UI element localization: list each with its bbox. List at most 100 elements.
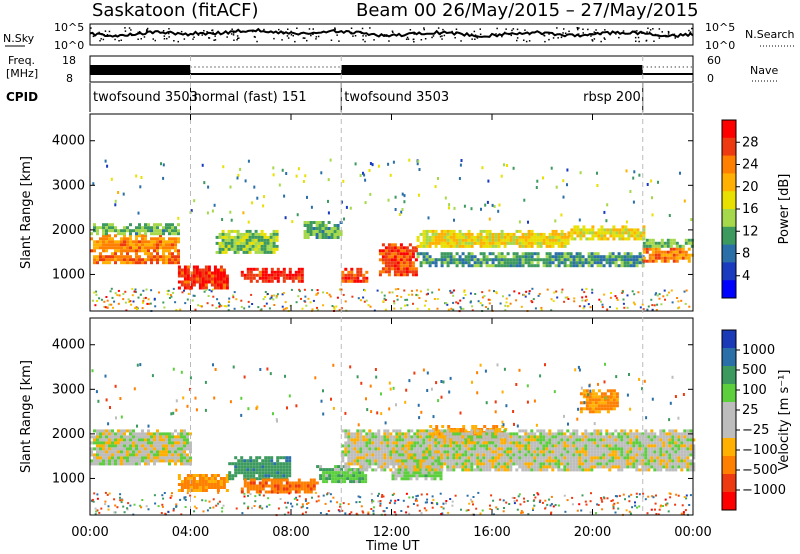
heatmap-cell xyxy=(536,264,540,268)
freq-unit: [MHz] xyxy=(6,67,38,80)
heatmap-cell xyxy=(159,450,162,454)
freq-band xyxy=(90,65,191,75)
heatmap-cell xyxy=(189,280,193,284)
heatmap-cell xyxy=(399,273,403,277)
heatmap-cell xyxy=(257,247,261,251)
heatmap-cell xyxy=(108,255,111,259)
heatmap-cell xyxy=(390,249,394,253)
heatmap-cell xyxy=(406,474,410,478)
heatmap-cell xyxy=(264,490,268,494)
heatmap-cell xyxy=(446,232,450,236)
heatmap-cell xyxy=(527,258,531,262)
heatmap-cell xyxy=(288,487,292,491)
heatmap-cell xyxy=(105,429,108,433)
heatmap-cell xyxy=(411,249,415,253)
heatmap-cell xyxy=(371,453,375,457)
heatmap-cell xyxy=(201,480,205,483)
heatmap-cell xyxy=(267,279,271,283)
heatmap-cell xyxy=(440,241,444,245)
speckle-cell xyxy=(207,295,210,297)
heatmap-cell xyxy=(587,465,591,469)
heatmap-cell xyxy=(536,459,540,463)
heatmap-cell xyxy=(221,235,225,239)
heatmap-cell xyxy=(380,438,384,442)
heatmap-cell xyxy=(672,247,676,251)
heatmap-cell xyxy=(524,235,528,239)
heatmap-cell xyxy=(647,456,651,460)
heatmap-cell xyxy=(186,486,190,489)
heatmap-cell xyxy=(318,233,322,236)
heatmap-cell xyxy=(174,261,177,265)
heatmap-cell xyxy=(434,438,438,442)
heatmap-cell xyxy=(150,450,153,454)
heatmap-cell xyxy=(434,238,438,242)
heatmap-cell xyxy=(422,447,426,451)
heatmap-cell xyxy=(527,447,531,451)
heatmap-cell xyxy=(660,244,664,248)
heatmap-cell xyxy=(294,484,298,488)
heatmap-cell xyxy=(672,250,676,254)
heatmap-cell xyxy=(458,229,462,233)
speckle-cell xyxy=(103,300,106,303)
heatmap-cell xyxy=(347,435,351,439)
heatmap-cell xyxy=(404,447,408,451)
heatmap-cell xyxy=(355,480,359,484)
heatmap-cell xyxy=(590,459,594,463)
heatmap-cell xyxy=(90,435,93,439)
heatmap-cell xyxy=(183,486,187,489)
heatmap-cell xyxy=(390,246,394,250)
cpid-mode-label: normal (fast) 151 xyxy=(194,90,307,105)
heatmap-cell xyxy=(617,447,621,451)
heatmap-cell xyxy=(548,447,552,451)
heatmap-cell xyxy=(336,233,340,236)
heatmap-cell xyxy=(428,244,432,248)
heatmap-cell xyxy=(132,450,135,454)
nsky-dot xyxy=(412,38,415,41)
speckle-cell xyxy=(683,199,686,203)
speckle-cell xyxy=(260,308,263,311)
heatmap-cell xyxy=(105,258,108,262)
nsky-dot xyxy=(441,38,443,40)
heatmap-cell xyxy=(440,238,444,242)
heatmap-cell xyxy=(108,435,111,439)
heatmap-cell xyxy=(384,261,388,265)
heatmap-cell xyxy=(603,237,607,241)
heatmap-cell xyxy=(632,438,636,442)
heatmap-cell xyxy=(132,243,135,247)
heatmap-cell xyxy=(548,264,552,268)
heatmap-cell xyxy=(587,444,591,448)
heatmap-cell xyxy=(390,258,394,262)
heatmap-cell xyxy=(207,268,211,272)
heatmap-cell xyxy=(542,232,546,236)
heatmap-cell xyxy=(269,235,273,239)
nsky-dot xyxy=(151,32,153,34)
heatmap-cell xyxy=(221,229,225,233)
heatmap-cell xyxy=(330,227,334,230)
heatmap-cell xyxy=(620,468,624,472)
nsky-dot xyxy=(636,30,638,32)
heatmap-cell xyxy=(473,456,477,460)
nsky-dot xyxy=(634,36,637,39)
speckle-cell xyxy=(317,292,319,295)
heatmap-cell xyxy=(503,456,507,460)
heatmap-cell xyxy=(234,462,238,466)
heatmap-cell xyxy=(165,456,168,460)
heatmap-cell xyxy=(368,432,372,436)
heatmap-cell xyxy=(416,252,420,256)
heatmap-cell xyxy=(620,255,624,259)
nsky-dot xyxy=(561,34,563,37)
heatmap-cell xyxy=(464,429,468,433)
heatmap-cell xyxy=(660,241,664,245)
speckle-cell xyxy=(351,295,354,298)
nsky-dot xyxy=(338,40,340,42)
heatmap-cell xyxy=(563,462,567,466)
heatmap-cell xyxy=(222,268,226,272)
heatmap-cell xyxy=(397,468,401,472)
heatmap-cell xyxy=(285,484,289,488)
nsky-dot xyxy=(501,35,503,38)
heatmap-cell xyxy=(177,261,180,265)
nsky-dot xyxy=(203,30,205,32)
heatmap-cell xyxy=(506,444,510,448)
nsky-dot xyxy=(302,37,305,39)
speckle-cell xyxy=(162,176,165,180)
